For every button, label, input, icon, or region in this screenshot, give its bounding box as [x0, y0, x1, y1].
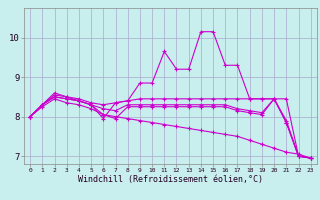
X-axis label: Windchill (Refroidissement éolien,°C): Windchill (Refroidissement éolien,°C) [78, 175, 263, 184]
